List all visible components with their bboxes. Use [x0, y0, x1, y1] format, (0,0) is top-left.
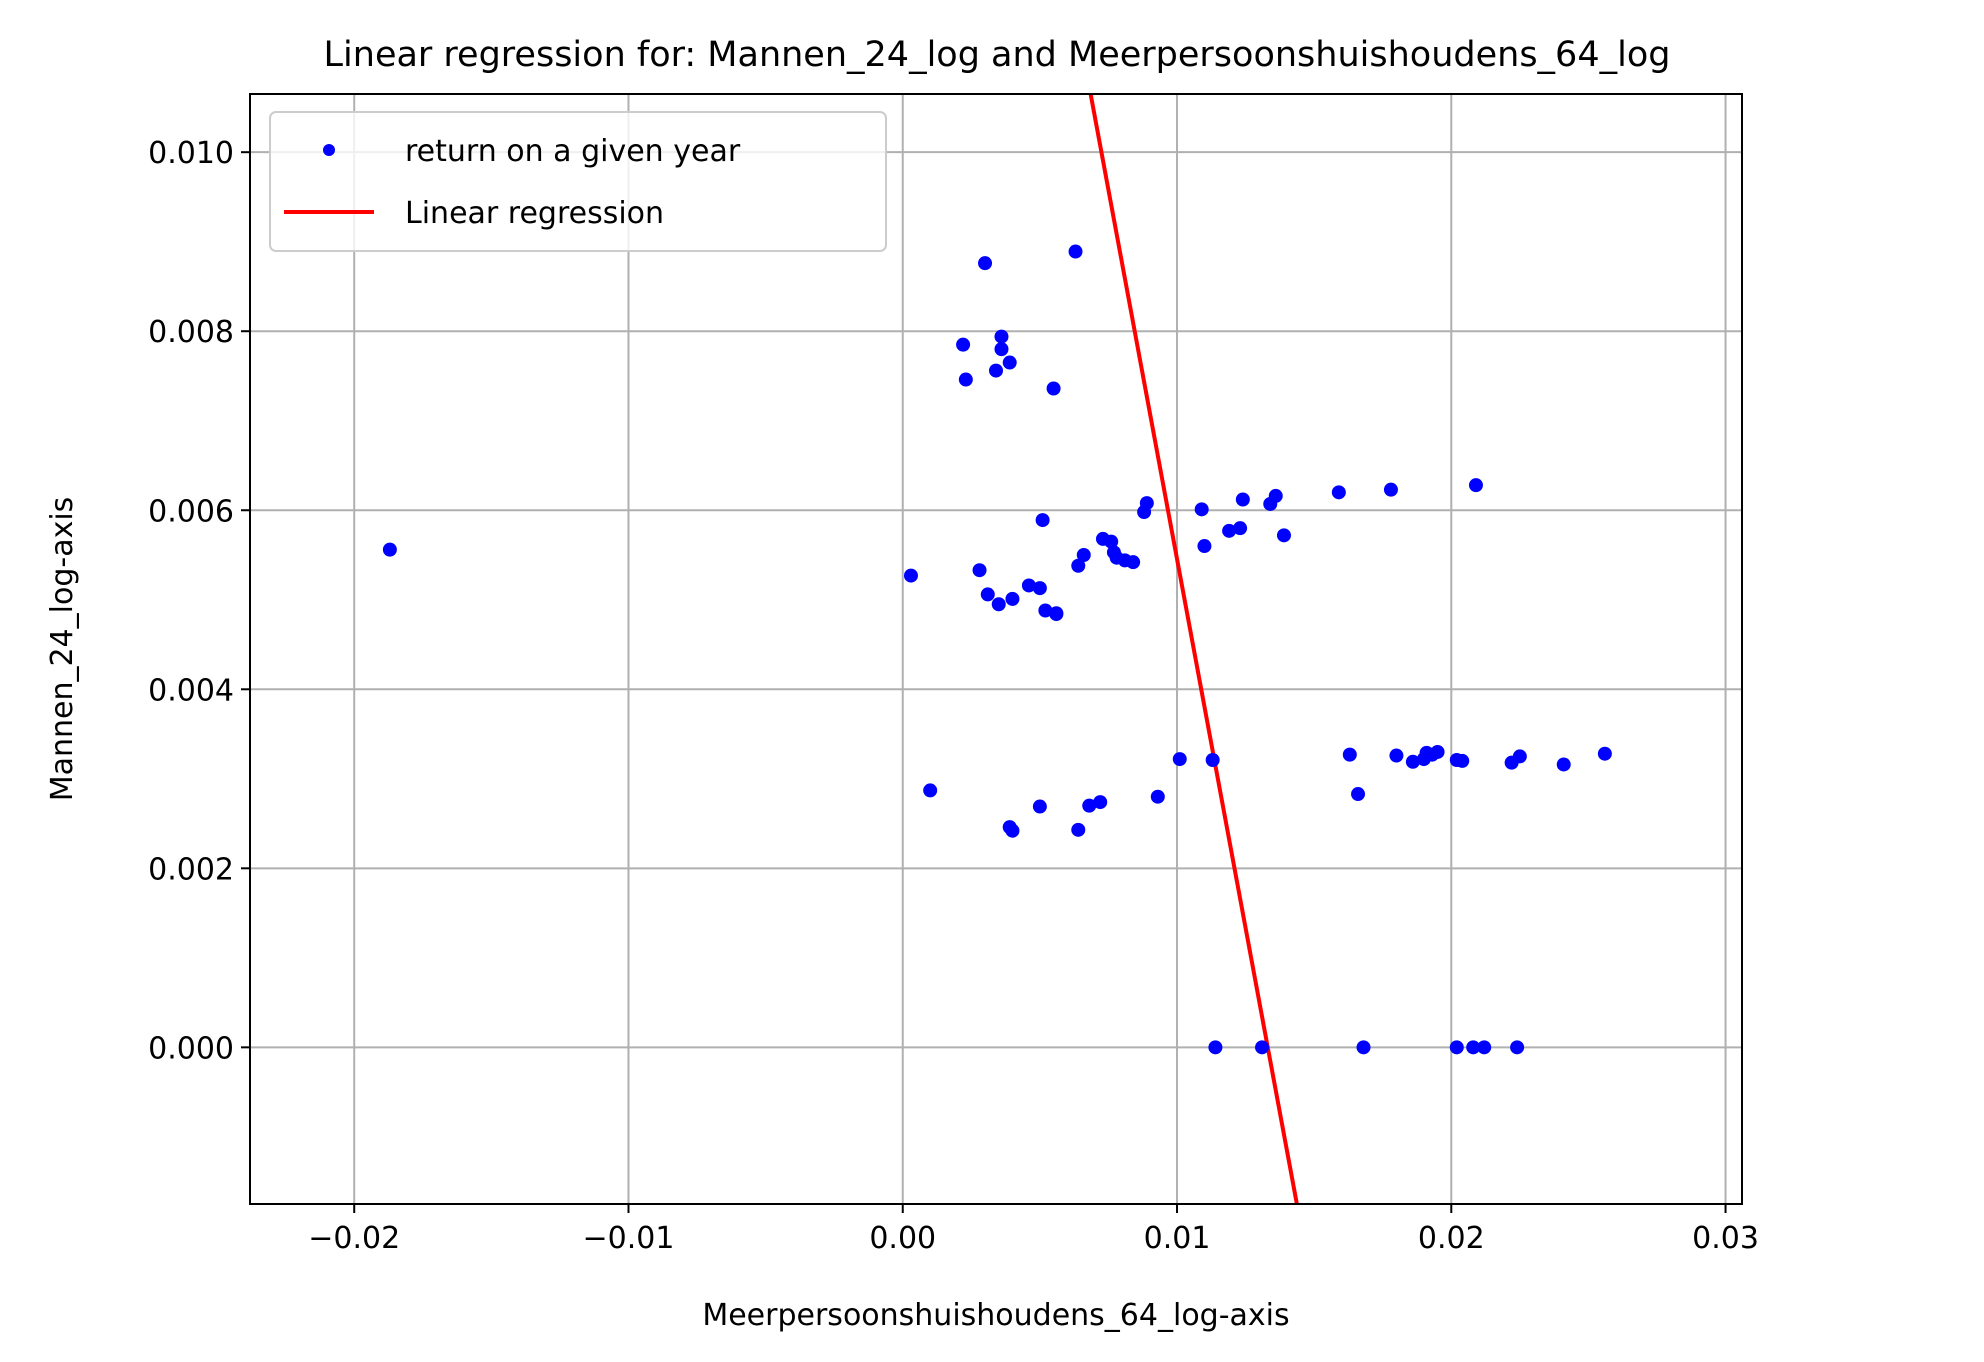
data-point [1032, 799, 1047, 814]
regression-layer [1088, 94, 1299, 1204]
data-point [1468, 478, 1483, 493]
data-point [1038, 603, 1053, 618]
data-point [1068, 244, 1083, 259]
data-point [994, 329, 1009, 344]
x-axis-ticks: −0.02 −0.01 0.00 0.01 0.02 0.03 [308, 1204, 1759, 1256]
data-point [1449, 1040, 1464, 1055]
x-tick-label: −0.02 [308, 1221, 400, 1256]
data-point [1082, 798, 1097, 813]
legend-label-points: return on a given year [405, 134, 741, 169]
data-point [1405, 754, 1420, 769]
legend-marker-points [323, 144, 335, 156]
data-point [1005, 591, 1020, 606]
data-point [1150, 789, 1165, 804]
y-tick-label: 0.008 [148, 315, 234, 350]
legend: return on a given year Linear regression [269, 111, 887, 252]
data-point [1093, 795, 1108, 810]
data-point [1076, 548, 1091, 563]
data-point [1276, 528, 1291, 543]
data-point [1205, 753, 1220, 767]
data-point [1510, 1040, 1525, 1055]
data-point [1005, 823, 1020, 838]
data-point [1331, 485, 1346, 500]
data-point [1222, 523, 1237, 538]
data-point [923, 783, 938, 798]
data-point [1049, 607, 1064, 622]
legend-label-line: Linear regression [405, 196, 664, 231]
data-point [1477, 1040, 1492, 1055]
data-point [980, 587, 995, 602]
data-point [1208, 1040, 1223, 1055]
data-point [1356, 1040, 1371, 1055]
data-point [1268, 488, 1283, 503]
data-point [1035, 513, 1050, 528]
data-point [1002, 355, 1017, 370]
data-point [978, 256, 993, 271]
data-point [1389, 748, 1404, 763]
scatter-points [382, 244, 1612, 1055]
y-tick-label: 0.004 [148, 673, 234, 708]
y-tick-label: 0.006 [148, 494, 234, 529]
data-point [972, 563, 987, 578]
chart-title: Linear regression for: Mannen_24_log and… [324, 35, 1671, 75]
plot-frame [249, 93, 1743, 1205]
data-point [382, 542, 397, 557]
data-point [1071, 822, 1086, 837]
data-point [1512, 749, 1527, 764]
x-axis-label: Meerpersoonshuishoudens_64_log-axis [702, 1298, 1289, 1333]
grid-lines [250, 94, 1742, 1204]
data-point [956, 337, 971, 352]
data-point [1233, 521, 1248, 536]
y-axis-ticks: 0.000 0.002 0.004 0.006 0.008 0.010 [148, 136, 250, 1066]
data-point [1351, 787, 1366, 802]
data-point [1383, 482, 1398, 497]
data-point [1235, 492, 1250, 507]
data-point [994, 342, 1009, 357]
y-tick-label: 0.000 [148, 1031, 234, 1066]
data-point [1597, 746, 1612, 761]
data-point [1197, 539, 1212, 554]
x-tick-label: 0.00 [869, 1221, 936, 1256]
data-point [1071, 558, 1086, 573]
legend-box [269, 111, 887, 252]
data-point [1032, 581, 1047, 596]
data-point [958, 372, 973, 387]
data-point [1430, 744, 1445, 759]
data-point [1466, 1040, 1481, 1055]
data-point [991, 597, 1006, 612]
data-point [1139, 496, 1154, 511]
data-point [1046, 381, 1061, 396]
y-tick-label: 0.010 [148, 136, 234, 171]
data-point [1556, 757, 1571, 772]
data-point [989, 363, 1003, 378]
x-tick-label: 0.03 [1692, 1221, 1759, 1256]
data-point [1104, 534, 1119, 549]
data-point [1255, 1040, 1270, 1055]
data-point [1126, 555, 1141, 570]
x-tick-label: −0.01 [583, 1221, 675, 1256]
regression-line [1088, 94, 1299, 1204]
data-point [1342, 747, 1357, 762]
x-tick-label: 0.02 [1418, 1221, 1485, 1256]
data-point [903, 568, 918, 583]
y-tick-label: 0.002 [148, 852, 234, 887]
data-point [1172, 752, 1187, 767]
data-point [1194, 502, 1209, 517]
x-tick-label: 0.01 [1144, 1221, 1211, 1256]
data-point [1021, 578, 1036, 593]
y-axis-label: Mannen_24_log-axis [45, 497, 80, 802]
data-point [1455, 753, 1470, 768]
